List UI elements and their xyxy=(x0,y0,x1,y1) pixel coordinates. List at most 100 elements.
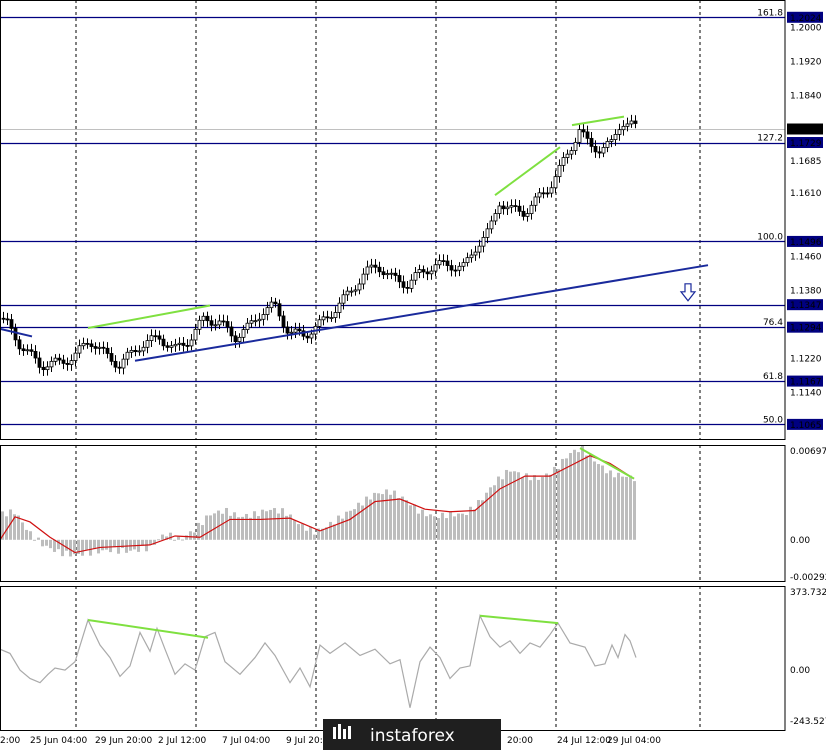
candle-body xyxy=(501,205,506,210)
time-tick-label: 9 Jul 20:00 xyxy=(286,736,335,746)
macd-bar xyxy=(389,494,392,540)
macd-bar xyxy=(397,498,400,540)
macd-bar xyxy=(133,539,136,550)
macd-bar xyxy=(485,492,488,540)
macd-bar xyxy=(297,524,300,540)
candle-body xyxy=(461,262,466,267)
candle-body xyxy=(525,213,530,217)
macd-bar xyxy=(461,513,464,540)
candle-body xyxy=(505,206,510,210)
fib-price-tag-bg xyxy=(787,137,823,149)
candle-body xyxy=(137,350,142,353)
candle-body xyxy=(325,316,330,319)
macd-bar xyxy=(193,532,196,540)
macd-bar xyxy=(73,539,76,555)
candle-body xyxy=(465,257,470,264)
fib-price-tag: 1.1167 xyxy=(790,378,822,388)
fib-price-tag: 1.1729 xyxy=(790,139,822,149)
macd-bar xyxy=(609,470,612,540)
macd-bar xyxy=(97,539,100,554)
macd-bar xyxy=(161,534,164,540)
candle-body xyxy=(93,346,98,349)
macd-bar xyxy=(57,539,60,550)
candle-body xyxy=(577,129,582,143)
macd-bar xyxy=(489,487,492,540)
candle-body xyxy=(145,340,150,348)
time-tick-label: 20:00 xyxy=(507,736,533,746)
candle-body xyxy=(73,352,78,361)
macd-bar xyxy=(293,520,296,540)
candle-body xyxy=(557,164,562,178)
candle-body xyxy=(549,187,554,194)
candle-body xyxy=(177,342,182,345)
candle-body xyxy=(425,271,430,275)
candle-body xyxy=(341,294,346,304)
macd-bar xyxy=(25,529,28,540)
divergence-line xyxy=(579,447,635,480)
time-tick-label: 29 Jun 20:00 xyxy=(95,736,152,746)
price-tick-label: 1.1140 xyxy=(790,389,822,399)
candle-body xyxy=(21,348,26,352)
macd-bar xyxy=(525,473,528,540)
arrow-down-icon xyxy=(679,283,697,302)
candle-body xyxy=(373,264,378,268)
macd-bar xyxy=(53,539,56,552)
cci-line xyxy=(0,613,637,708)
candle-body xyxy=(269,301,274,309)
candle-body xyxy=(365,266,370,275)
macd-bar xyxy=(449,511,452,540)
macd-bar xyxy=(217,510,220,540)
macd-bar xyxy=(437,518,440,540)
macd-bar xyxy=(209,515,212,540)
macd-bar xyxy=(105,539,108,550)
divergence-line xyxy=(494,146,561,196)
macd-bar xyxy=(69,539,72,557)
macd-bar xyxy=(573,449,576,540)
time-tick-label: 2:00 xyxy=(0,736,20,746)
candle-body xyxy=(89,343,94,347)
candle-body xyxy=(441,260,446,262)
macd-bar xyxy=(201,525,204,540)
macd-bar xyxy=(509,471,512,540)
fib-price-tag-bg xyxy=(787,418,823,430)
macd-bar xyxy=(565,458,568,540)
macd-bar xyxy=(457,513,460,540)
macd-bar xyxy=(249,517,252,540)
macd-bar xyxy=(453,516,456,540)
macd-bar xyxy=(393,490,396,540)
candle-body xyxy=(109,353,114,362)
macd-bar xyxy=(477,500,480,540)
macd-bar xyxy=(361,505,364,540)
macd-signal xyxy=(0,447,635,554)
macd-bar xyxy=(417,513,420,540)
divergence-line xyxy=(571,115,625,127)
candle-body xyxy=(153,335,158,338)
macd-bar xyxy=(241,516,244,540)
candle-body xyxy=(389,272,394,275)
macd-bar xyxy=(621,476,624,540)
candle-body xyxy=(469,254,474,259)
macd-bar xyxy=(169,532,172,540)
price-axis: 1.2000 1.1920 1.1840 1.1685 1.1610 1.146… xyxy=(790,23,822,398)
candle-body xyxy=(77,345,82,354)
candle-body xyxy=(493,213,498,222)
price-tick-label: 1.1685 xyxy=(790,157,822,167)
macd-bar xyxy=(165,536,168,540)
fib-price-tags: 1.2024 1.1729 1.1496 1.1347 1.1294 1.116… xyxy=(787,11,823,431)
macd-bar xyxy=(593,461,596,540)
candle-body xyxy=(457,265,462,271)
candle-body xyxy=(173,343,178,347)
candle-body xyxy=(1,317,6,320)
candle-body xyxy=(333,312,338,318)
macd-bar xyxy=(557,468,560,540)
candle-body xyxy=(13,328,18,341)
price-annotations xyxy=(0,115,709,362)
macd-bar xyxy=(405,500,408,540)
candle-body xyxy=(125,351,130,360)
macd-bar xyxy=(505,469,508,540)
macd-bar xyxy=(121,539,124,549)
candle-body xyxy=(41,366,46,371)
candle-body xyxy=(413,272,418,281)
macd-axis: 0.00697 0.00 -0.00292 xyxy=(790,447,826,583)
price-tick-label: 1.1460 xyxy=(790,253,822,263)
